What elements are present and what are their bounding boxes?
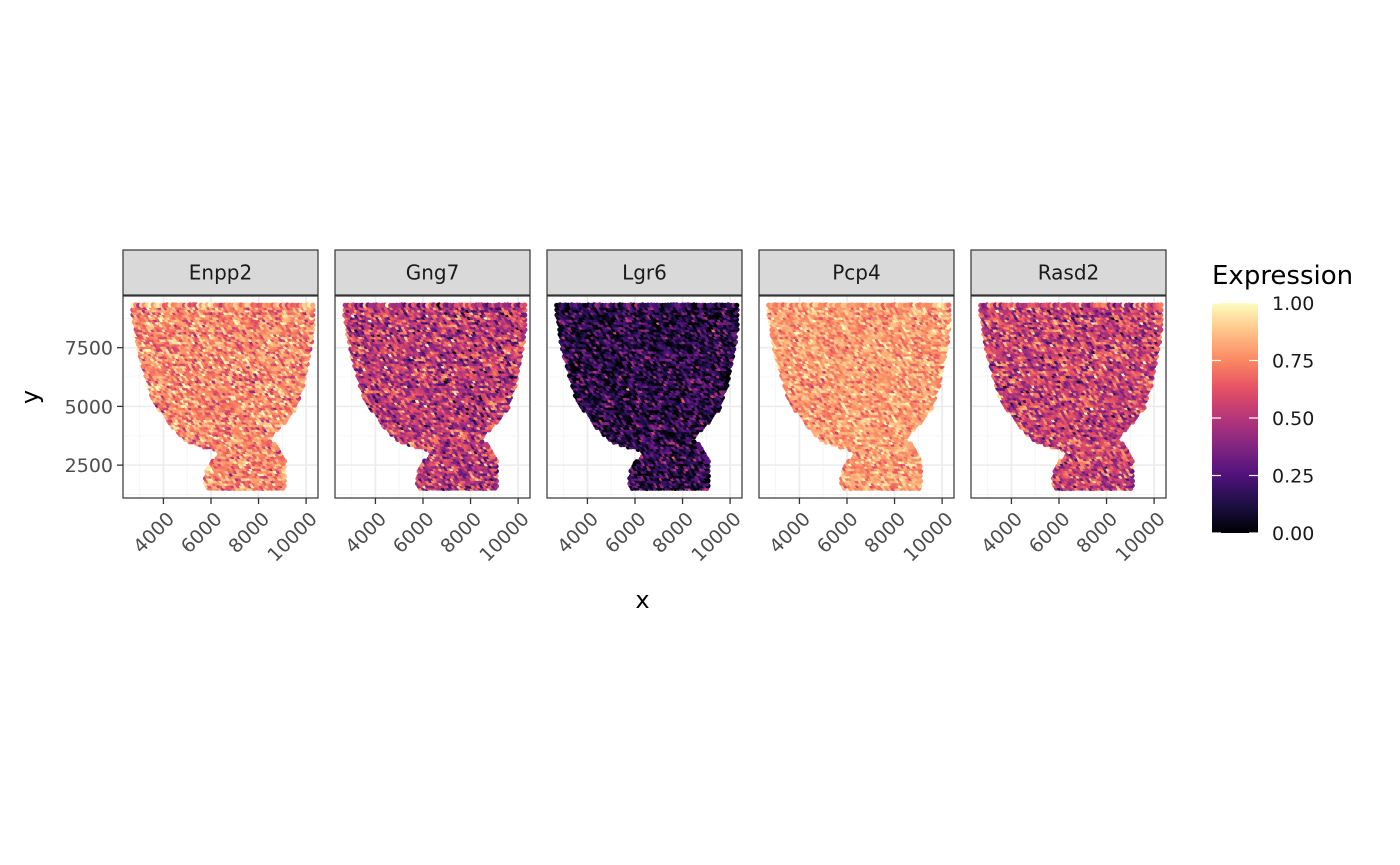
- y-tick-label: 2500: [65, 455, 113, 477]
- spot-point: [310, 302, 316, 308]
- x-tick-label: 10000: [263, 508, 321, 566]
- spot-point: [483, 441, 489, 447]
- spots-enpp2: [130, 302, 316, 492]
- x-tick-label: 6000: [177, 508, 227, 558]
- y-tick-label: 5000: [65, 396, 113, 418]
- x-tick-label: 4000: [129, 508, 179, 558]
- spot-point: [267, 439, 273, 445]
- spot-point: [271, 441, 277, 447]
- y-tick-label: 7500: [65, 338, 113, 360]
- facet-strip-label: Enpp2: [189, 261, 252, 285]
